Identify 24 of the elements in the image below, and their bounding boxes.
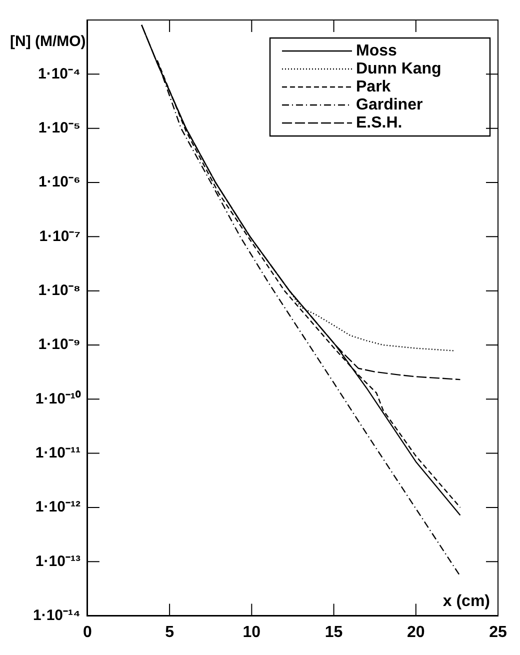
x-tick-label: 15 [324, 624, 343, 641]
x-axis-title: x (cm) [442, 593, 490, 610]
y-tick-label: 1·10⁻⁸ [38, 282, 80, 299]
y-tick-label: 1·10⁻⁷ [39, 228, 80, 245]
y-tick-label: 1·10⁻¹² [35, 498, 80, 516]
y-tick-label: 1·10⁻¹⁴ [33, 606, 80, 624]
legend-label: Dunn Kang [356, 60, 442, 78]
x-tick-label: 10 [242, 624, 261, 641]
legend-label: Park [356, 78, 391, 96]
y-tick-label: 1·10⁻⁵ [38, 119, 80, 136]
x-tick-label: 25 [489, 624, 507, 641]
y-tick-label: 1·10⁻¹¹ [35, 444, 80, 462]
legend-label: E.S.H. [356, 114, 402, 132]
y-axis-title: [N] (M/MO) [10, 33, 86, 50]
x-tick-label: 0 [82, 624, 92, 641]
x-tick-label: 20 [406, 624, 425, 641]
y-tick-label: 1·10⁻⁶ [38, 174, 80, 191]
y-tick-label: 1·10⁻⁴ [38, 65, 80, 82]
x-tick-label: 5 [165, 624, 174, 641]
y-tick-label: 1·10⁻⁹ [38, 336, 80, 354]
legend-label: Gardiner [356, 96, 423, 114]
y-tick-label: 1·10⁻¹⁰ [35, 389, 82, 408]
legend-label: Moss [356, 42, 397, 60]
y-tick-label: 1·10⁻¹³ [35, 552, 80, 570]
